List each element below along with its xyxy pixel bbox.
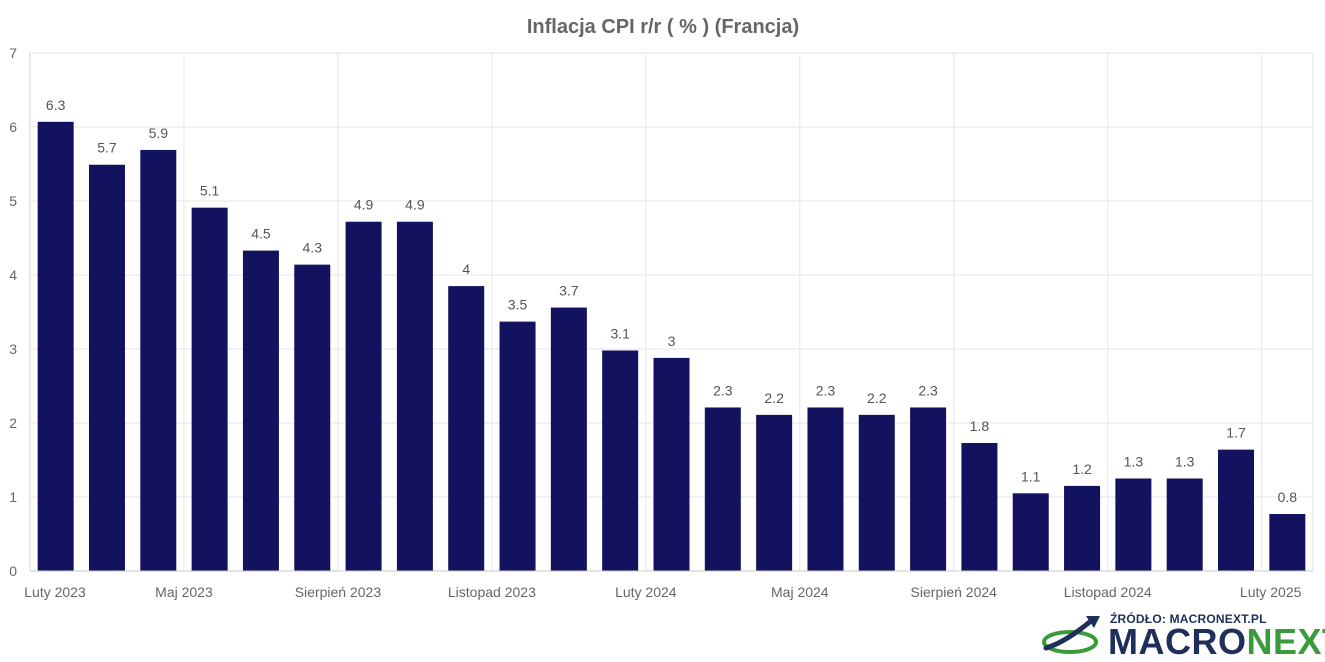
data-label-18: 1.8	[970, 418, 990, 434]
chart-title: Inflacja CPI r/r ( % ) (Francja)	[527, 16, 799, 38]
data-label-4: 4.5	[251, 226, 271, 242]
bar-1	[88, 164, 125, 572]
y-tick-label-3: 3	[9, 341, 17, 357]
data-label-6: 4.9	[354, 197, 374, 213]
y-tick-label-5: 5	[9, 193, 17, 209]
data-label-3: 5.1	[200, 183, 220, 199]
x-tick-label-2: Sierpień 2023	[295, 584, 382, 600]
x-tick-label-3: Listopad 2023	[448, 584, 536, 600]
data-label-22: 1.3	[1175, 454, 1195, 470]
bars-group	[37, 121, 1306, 572]
y-axis: 0 1 2 3 4 5 6 7	[9, 45, 31, 579]
bar-0	[37, 121, 74, 571]
bar-18	[961, 442, 998, 571]
bar-22	[1166, 478, 1203, 571]
y-tick-label-0: 0	[9, 563, 17, 579]
bar-5	[294, 264, 331, 571]
data-label-20: 1.2	[1072, 461, 1092, 477]
bar-4	[242, 250, 279, 571]
y-tick-label-1: 1	[9, 489, 17, 505]
logo-text-part2: NEXT	[1246, 621, 1325, 662]
bar-15	[807, 407, 844, 571]
data-label-1: 5.7	[97, 140, 117, 156]
x-axis: Luty 2023 Maj 2023 Sierpień 2023 Listopad 2…	[24, 570, 1313, 600]
x-tick-label-8: Luty 2025	[1240, 584, 1302, 600]
bar-19	[1012, 493, 1049, 571]
source-label: ŹRÓDŁO: MACRONEXT.PL	[1110, 612, 1267, 626]
data-label-11: 3.1	[610, 325, 630, 341]
bar-13	[704, 407, 741, 571]
bar-17	[910, 407, 947, 571]
bar-10	[550, 307, 587, 571]
bar-9	[499, 321, 536, 571]
data-label-2: 5.9	[149, 125, 169, 141]
data-label-15: 2.3	[816, 382, 836, 398]
gridlines	[29, 52, 1314, 572]
data-label-13: 2.3	[713, 382, 733, 398]
bar-20	[1064, 485, 1101, 571]
bar-7	[396, 221, 433, 571]
y-tick-label-4: 4	[9, 267, 17, 283]
x-tick-label-7: Listopad 2024	[1064, 584, 1152, 600]
y-tick-label-6: 6	[9, 119, 17, 135]
x-tick-label-5: Maj 2024	[771, 584, 829, 600]
data-label-9: 3.5	[508, 297, 528, 313]
bar-8	[448, 286, 485, 571]
bar-6	[345, 221, 382, 571]
data-label-21: 1.3	[1124, 454, 1144, 470]
x-tick-label-4: Luty 2024	[615, 584, 677, 600]
macronext-logo-text: MACRONEXT	[1108, 622, 1325, 662]
bar-24	[1269, 514, 1306, 571]
y-tick-label-7: 7	[9, 45, 17, 61]
bar-2	[140, 149, 177, 571]
data-labels-group: 6.3 5.7 5.9 5.1 4.5 4.3 4.9 4.9 4 3.5 3.7 3.1 3 2.3 2.…	[46, 97, 1297, 505]
bar-21	[1115, 478, 1152, 571]
data-label-23: 1.7	[1226, 425, 1246, 441]
data-label-19: 1.1	[1021, 468, 1041, 484]
x-tick-label-0: Luty 2023	[24, 584, 86, 600]
data-label-5: 4.3	[303, 240, 323, 256]
bar-16	[858, 414, 895, 571]
x-tick-label-6: Sierpień 2024	[911, 584, 998, 600]
data-label-24: 0.8	[1278, 489, 1298, 505]
data-label-10: 3.7	[559, 283, 579, 299]
data-label-14: 2.2	[764, 390, 784, 406]
data-label-16: 2.2	[867, 390, 887, 406]
bar-11	[602, 350, 639, 571]
macronext-logo-icon	[1042, 616, 1100, 654]
data-label-17: 2.3	[918, 382, 938, 398]
y-tick-label-2: 2	[9, 415, 17, 431]
x-tick-label-1: Maj 2023	[155, 584, 213, 600]
bar-14	[756, 414, 793, 571]
bar-3	[191, 207, 228, 571]
data-label-7: 4.9	[405, 197, 425, 213]
logo-text-part1: MACRO	[1108, 621, 1247, 662]
data-label-8: 4	[462, 261, 470, 277]
data-label-12: 3	[668, 333, 676, 349]
bar-12	[653, 357, 690, 571]
bar-23	[1218, 449, 1255, 571]
data-label-0: 6.3	[46, 97, 66, 113]
